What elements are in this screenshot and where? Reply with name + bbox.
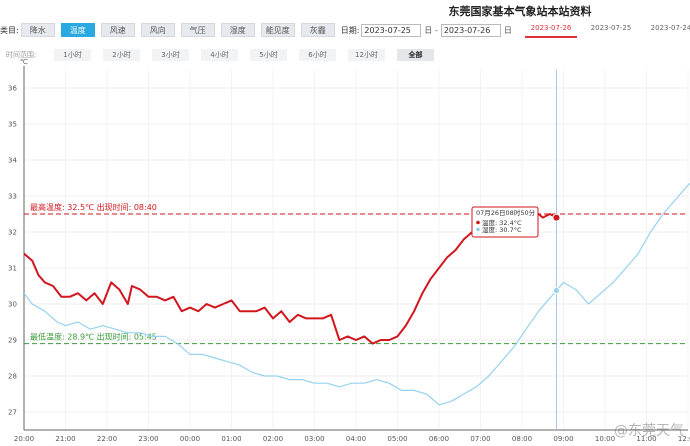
- max-temp-label: 最高温度: 32.5℃ 出现时间: 08:40: [30, 202, 157, 212]
- humidity-series-line: [23, 182, 690, 406]
- y-tick-label: 32: [8, 229, 17, 237]
- type-tab-2[interactable]: 风速: [100, 23, 135, 37]
- y-tick-label: 28: [8, 373, 17, 381]
- x-tick-label: 22:00: [97, 435, 117, 443]
- tooltip-dot: [476, 220, 480, 225]
- end-date-input[interactable]: [440, 23, 501, 37]
- x-tick-label: 04:00: [346, 435, 366, 443]
- range-option-2[interactable]: 3小时: [152, 49, 189, 61]
- y-tick-label: 34: [8, 157, 17, 165]
- tooltip-dot: [476, 227, 480, 232]
- tooltip-box: [471, 206, 539, 238]
- watermark: @东莞天气: [614, 423, 684, 439]
- x-tick-label: 11:00: [636, 435, 656, 443]
- start-date-input[interactable]: [361, 23, 422, 37]
- type-tab-5[interactable]: 湿度: [220, 23, 255, 37]
- tooltip-line: 温度: 32.4°C: [482, 218, 522, 227]
- y-tick-label: 31: [8, 265, 17, 273]
- range-option-5[interactable]: 6小时: [299, 49, 336, 61]
- x-tick-label: 09:00: [553, 435, 573, 443]
- min-temp-label: 最低温度: 28.9℃ 出现时间: 05:45: [30, 332, 157, 342]
- range-option-1[interactable]: 2小时: [103, 49, 140, 61]
- tooltip-title: 07月26日08时50分: [476, 208, 536, 217]
- y-tick-label: 29: [8, 337, 17, 345]
- date-label: 日期:: [340, 25, 360, 35]
- date-separator: 日 -: [424, 25, 438, 35]
- range-option-7[interactable]: 全部: [397, 49, 434, 61]
- x-tick-label: 10:00: [595, 435, 615, 443]
- date-tab-1[interactable]: 2023-07-25: [590, 24, 632, 32]
- type-label: 类目:: [0, 25, 19, 35]
- date-suffix: 日: [503, 25, 512, 35]
- tooltip-line: 湿度: 30.7°C: [482, 225, 522, 234]
- x-tick-label: 12:00: [678, 435, 690, 443]
- type-tab-6[interactable]: 能见度: [260, 23, 295, 37]
- y-tick-label: 33: [8, 193, 17, 201]
- x-tick-label: 05:00: [387, 435, 407, 443]
- y-tick-label: 35: [8, 121, 17, 129]
- page-title: 东莞国家基本气象站本站资料: [448, 5, 592, 18]
- y-axis-unit: ℃: [20, 58, 28, 66]
- x-tick-label: 00:00: [180, 435, 200, 443]
- range-label: 时间范围:: [6, 51, 37, 59]
- range-option-6[interactable]: 12小时: [348, 49, 385, 61]
- type-tabs: 降水 温度 风速 风向 气压 湿度 能见度 灰霾: [20, 23, 341, 37]
- x-tick-label: 01:00: [221, 435, 241, 443]
- x-tick-label: 21:00: [55, 435, 75, 443]
- y-tick-label: 36: [8, 85, 17, 93]
- x-tick-label: 23:00: [138, 435, 158, 443]
- x-tick-label: 06:00: [429, 435, 449, 443]
- date-tab-0[interactable]: 2023-07-26: [525, 24, 577, 38]
- type-tab-7[interactable]: 灰霾: [300, 23, 335, 37]
- x-tick-label: 07:00: [470, 435, 490, 443]
- range-buttons: 1小时 2小时 3小时 4小时 5小时 6小时 12小时 全部: [54, 49, 446, 61]
- temperature-marker: [552, 213, 561, 222]
- type-tab-3[interactable]: 风向: [140, 23, 175, 37]
- x-tick-label: 08:00: [512, 435, 532, 443]
- range-row: 时间范围: 1小时 2小时 3小时 4小时 5小时 6小时 12小时 全部: [0, 48, 446, 62]
- x-tick-label: 02:00: [263, 435, 283, 443]
- type-tab-1[interactable]: 温度: [60, 23, 95, 37]
- humidity-marker: [552, 287, 560, 295]
- x-tick-label: 03:00: [304, 435, 324, 443]
- y-tick-label: 27: [8, 409, 17, 417]
- type-tab-4[interactable]: 气压: [180, 23, 215, 37]
- type-tab-0[interactable]: 降水: [20, 23, 55, 37]
- range-option-0[interactable]: 1小时: [54, 49, 91, 61]
- range-option-3[interactable]: 4小时: [201, 49, 238, 61]
- x-tick-label: 20:00: [14, 435, 34, 443]
- range-option-4[interactable]: 5小时: [250, 49, 287, 61]
- date-tab-2[interactable]: 2023-07-24: [650, 24, 690, 32]
- y-tick-label: 30: [8, 301, 17, 309]
